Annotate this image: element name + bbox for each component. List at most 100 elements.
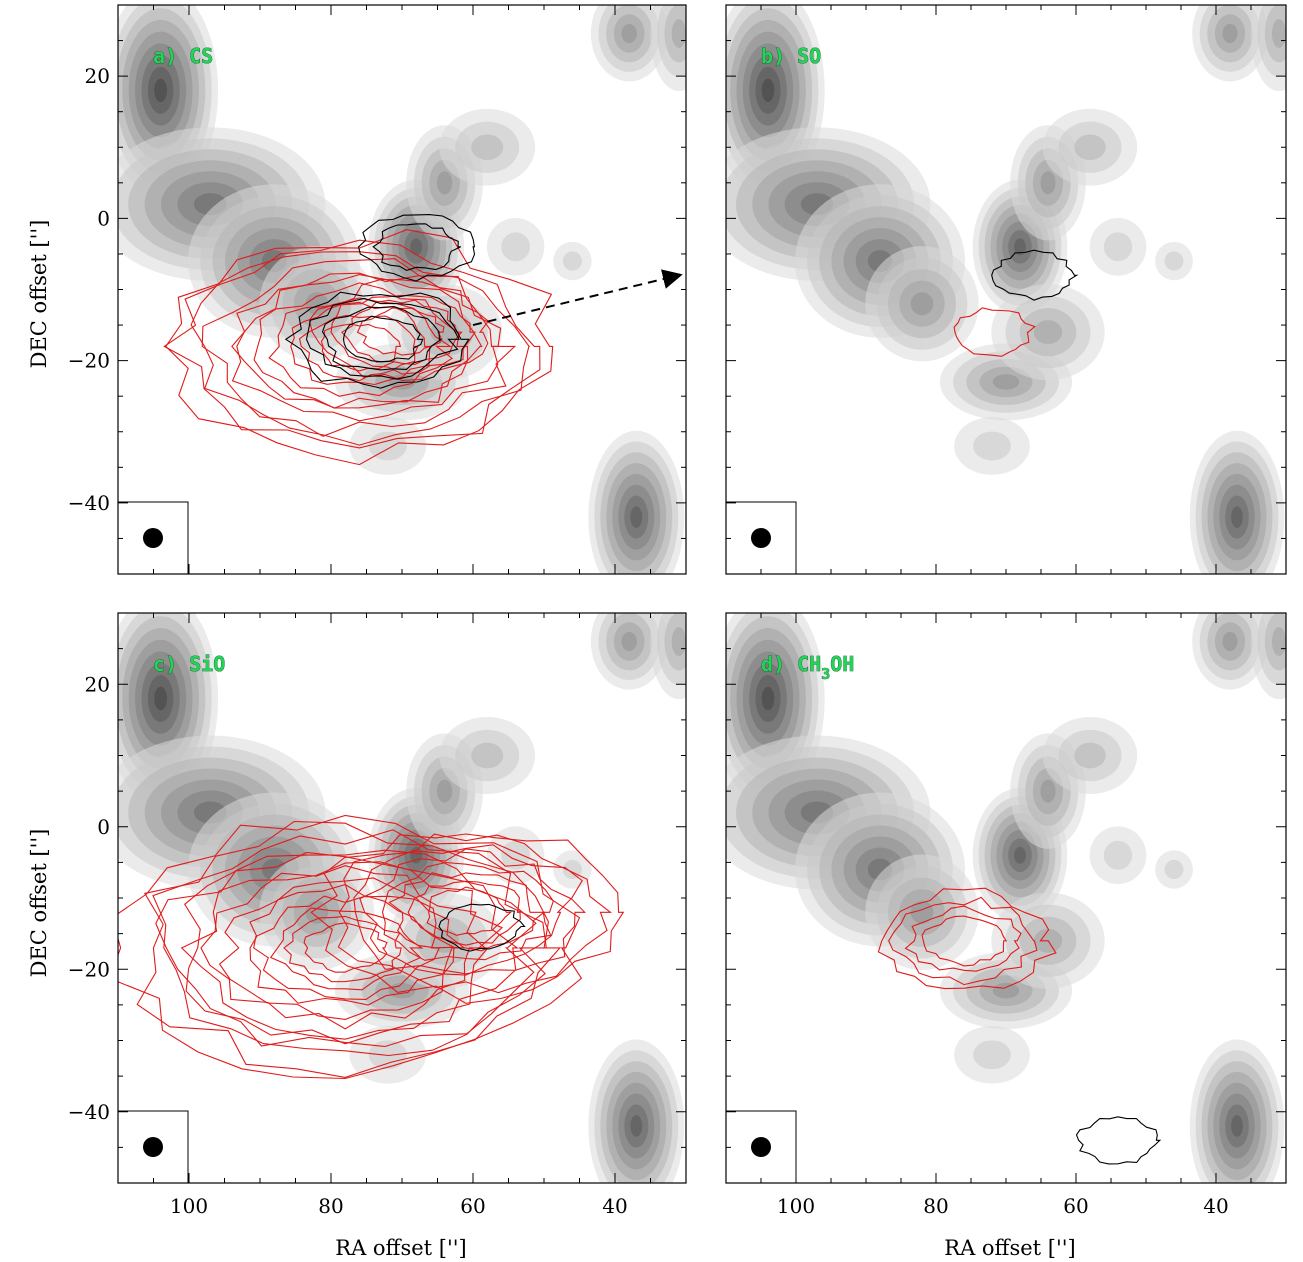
gray-level-6-2 [1074, 742, 1106, 769]
gray-level-12-3 [1271, 19, 1286, 48]
black-contours-a [284, 214, 476, 389]
ticks-b [725, 4, 1287, 575]
red-contour-0-9 [253, 895, 441, 1000]
gray-level-6-2 [471, 742, 504, 769]
plot-area-c [118, 613, 686, 1183]
black-contours-c [438, 903, 526, 952]
panel-a: 20 0 −20 −40 a) CS [68, 4, 687, 575]
x-tick-label: 100 [170, 1194, 208, 1218]
y-axis-title-bottom: DEC offset [''] [27, 829, 51, 978]
red-contour-0-1 [163, 239, 541, 449]
plot-area-d [726, 613, 1286, 1183]
gray-level-11-4 [1222, 23, 1238, 44]
red-contour-1-7 [426, 886, 513, 936]
red-contour-0-1 [136, 820, 562, 1078]
y-tick-label: −20 [68, 349, 110, 373]
black-contour-0-0 [284, 291, 470, 389]
gray-level-3-4 [910, 292, 934, 316]
gray-level-5-4 [1040, 779, 1056, 803]
red-contour-1-2 [353, 844, 587, 975]
gray-level-6-2 [471, 134, 504, 161]
gray-level-13-1 [1164, 859, 1184, 880]
red-contour-0-4 [231, 272, 502, 422]
red-contours-d [877, 887, 1057, 990]
gray-level-12-3 [1271, 627, 1286, 656]
x-tick-label: 40 [602, 1194, 627, 1218]
red-contour-0-10 [320, 323, 402, 372]
ticks-a [117, 4, 687, 575]
red-contour-0-2 [904, 905, 1022, 972]
gray-level-4-7 [410, 238, 423, 256]
gray-level-9-1 [368, 1040, 407, 1070]
red-contour-1-4 [381, 861, 554, 961]
outer-labels: DEC offset [''] DEC offset [''] RA offse… [27, 220, 1076, 1260]
black-contour-0-0 [991, 249, 1079, 301]
gray-level-11-4 [621, 23, 637, 44]
red-contour-0-2 [152, 829, 547, 1057]
black-contour-0-0 [1075, 1116, 1162, 1165]
gray-level-13-1 [1164, 251, 1184, 271]
gray-level-9-1 [973, 1040, 1011, 1070]
gray-level-7-4 [992, 982, 1020, 999]
red-contour-0-6 [253, 282, 469, 409]
red-contour-0-0 [953, 307, 1036, 357]
y-tick-label: 0 [97, 815, 110, 839]
gray-level-0-8 [761, 686, 775, 711]
black-contour-0-0 [438, 903, 526, 952]
red-contour-0-5 [180, 861, 504, 1040]
red-contour-0-11 [283, 915, 402, 983]
beam-marker [143, 1137, 163, 1157]
x-tick-label: 40 [1203, 1194, 1228, 1218]
red-contour-0-9 [298, 314, 419, 382]
red-contour-1-5 [388, 872, 546, 952]
gray-level-5-4 [436, 171, 453, 195]
gray-level-5-4 [1040, 171, 1056, 195]
panels: 20 0 −20 −40 a) CS b) SO 20 0 −20 −40 100 80 60 40 c) … [68, 4, 1287, 1218]
x-tick-label: 60 [1063, 1194, 1088, 1218]
plot-area-b [726, 5, 1286, 574]
plot-area-a [118, 5, 686, 574]
black-contour-0-1 [305, 297, 460, 380]
red-contour-1-0 [310, 833, 625, 1004]
gray-level-0-8 [761, 78, 775, 103]
gray-level-14-1 [501, 232, 530, 262]
black-contour-1-0 [357, 214, 476, 282]
y-axis-title-top: DEC offset [''] [27, 220, 51, 369]
grayscale-emission-b [726, 5, 1286, 574]
gray-level-4-7 [1014, 846, 1026, 864]
panel-label-b: b) SO [761, 44, 821, 68]
red-contour-0-7 [218, 877, 466, 1020]
outflow-direction-arrow [472, 269, 683, 327]
gray-level-5-4 [436, 779, 453, 803]
x-tick-label: 80 [318, 1194, 343, 1218]
panel-label-c: c) SiO [153, 652, 225, 676]
red-contour-0-3 [155, 849, 537, 1048]
gray-level-12-3 [671, 19, 686, 48]
black-contour-0-3 [342, 315, 424, 363]
black-contour-0-2 [321, 306, 443, 371]
panel-d: 100 80 60 40 d) CH3OH [725, 612, 1287, 1218]
gray-level-10-7 [630, 1115, 643, 1137]
ticks-c [117, 612, 687, 1184]
beam-marker [751, 1137, 771, 1157]
gray-level-4-7 [1014, 238, 1026, 256]
y-tick-label: −40 [68, 491, 110, 515]
gray-level-0-8 [154, 78, 167, 103]
red-contour-0-8 [290, 301, 431, 386]
y-tick-label: 20 [85, 672, 110, 696]
gray-level-10-7 [1231, 506, 1243, 528]
y-tick-label: 20 [85, 64, 110, 88]
gray-level-13-1 [562, 251, 582, 271]
red-contour-1-1 [337, 833, 613, 994]
red-contours-c [118, 814, 625, 1080]
x-tick-label: 100 [777, 1194, 815, 1218]
gray-level-14-1 [1103, 232, 1133, 262]
y-tick-label: −40 [68, 1100, 110, 1124]
red-contour-0-4 [183, 851, 519, 1045]
red-contour-0-0 [118, 814, 583, 1080]
gray-level-3-4 [910, 900, 934, 924]
panel-label-a: a) CS [153, 44, 213, 68]
red-contours-b [953, 307, 1036, 357]
gray-level-9-1 [973, 431, 1011, 461]
